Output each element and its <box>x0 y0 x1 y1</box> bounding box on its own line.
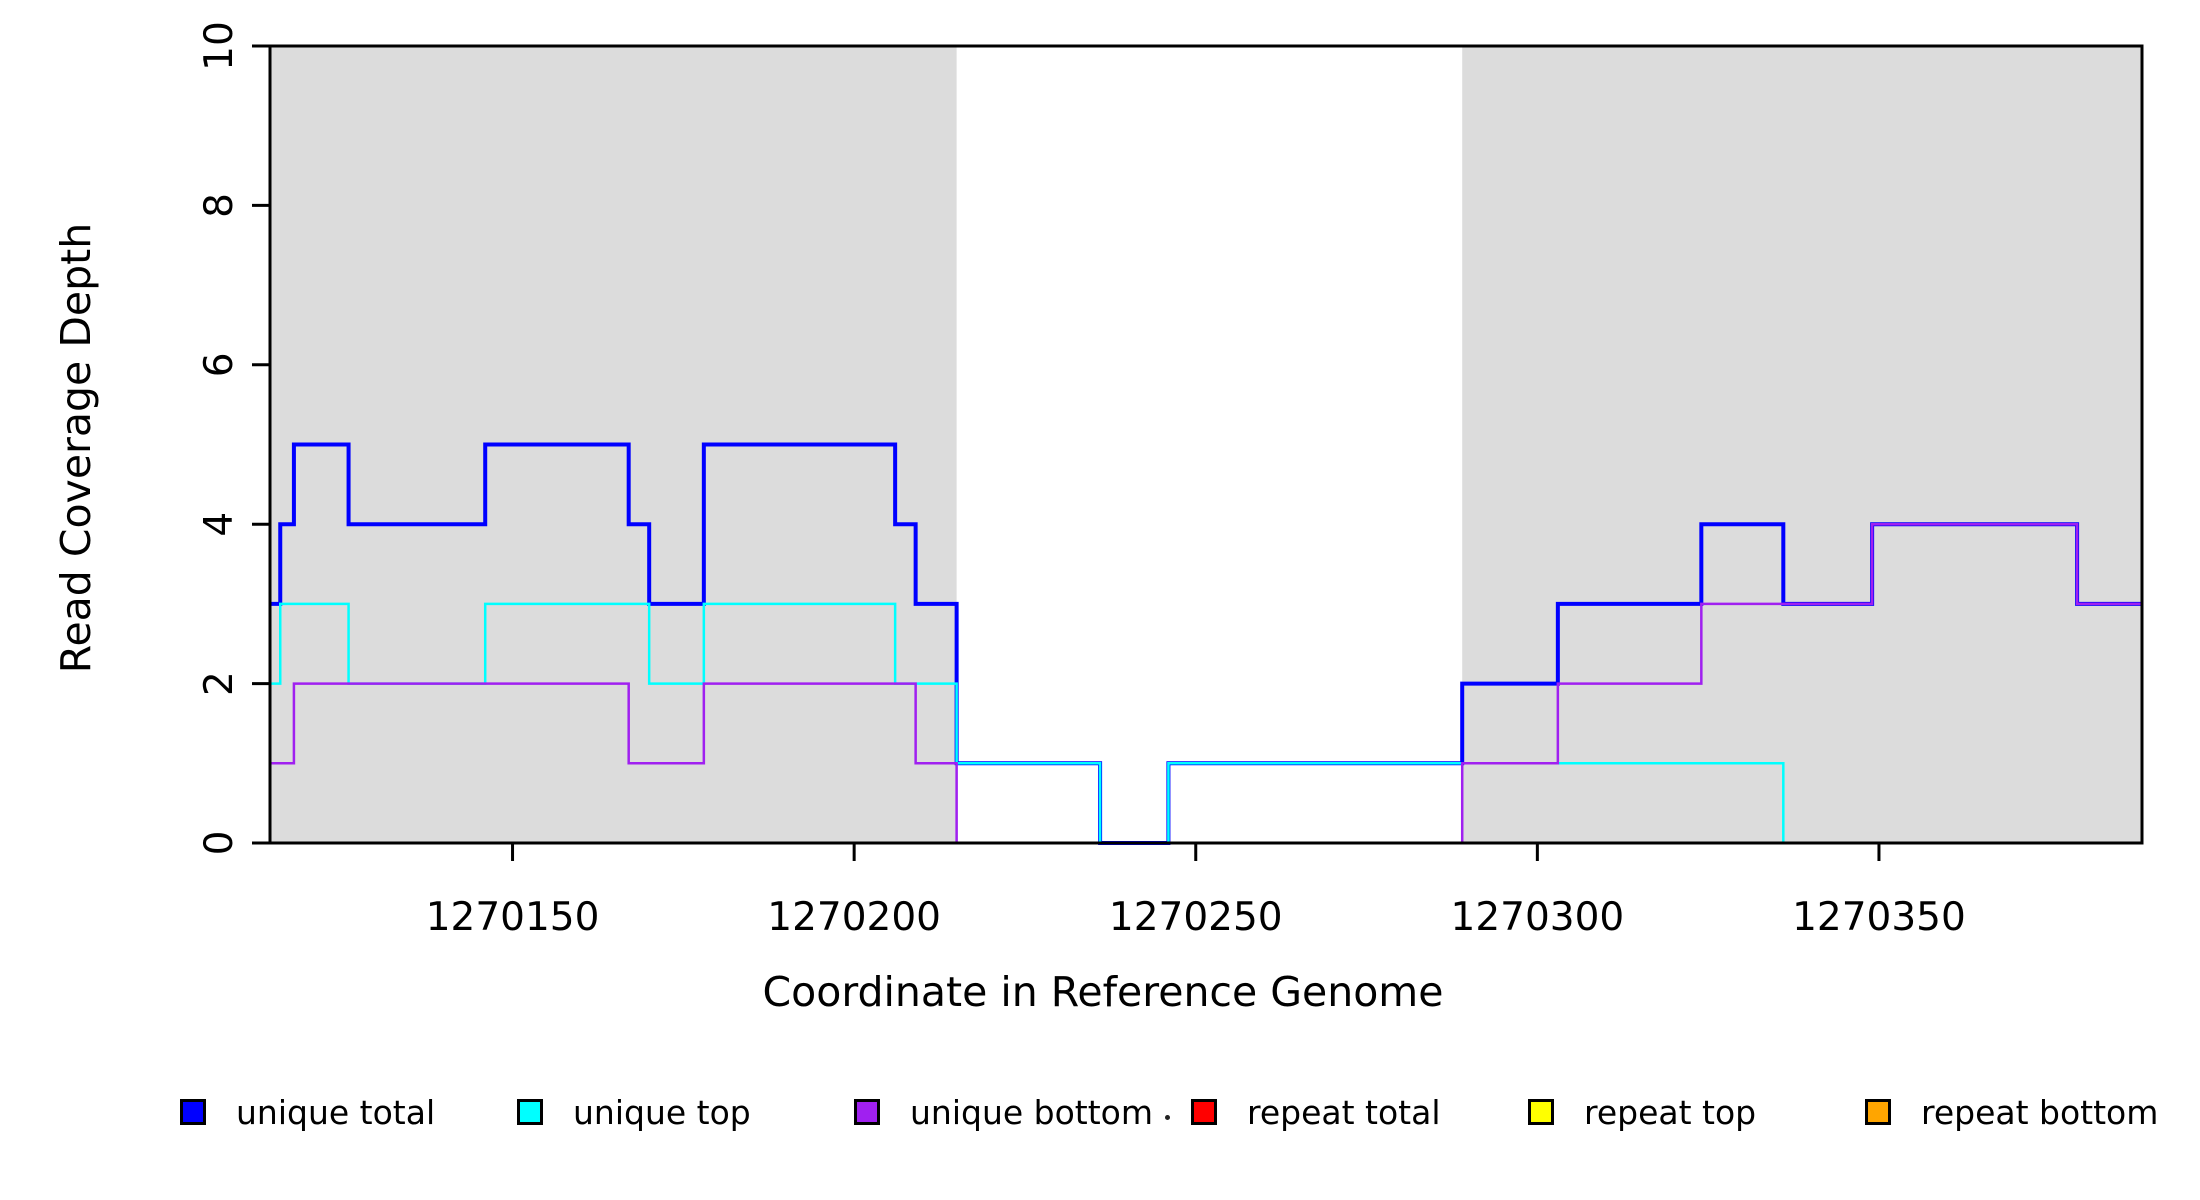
legend-label: unique bottom <box>910 1092 1154 1132</box>
legend-swatch-unique-bottom <box>854 1099 880 1125</box>
x-tick-label: 1270300 <box>1451 895 1625 940</box>
y-tick-label: 6 <box>197 352 242 377</box>
x-tick-label: 1270250 <box>1109 895 1283 940</box>
x-tick-label: 1270350 <box>1792 895 1966 940</box>
series-unique-total <box>270 442 2142 845</box>
legend-label: unique top <box>573 1092 751 1132</box>
y-tick-label: 4 <box>197 512 242 537</box>
legend-swatch-unique-total <box>180 1099 206 1125</box>
legend-item-repeat-top: repeat top <box>1528 1088 1756 1136</box>
y-tick-label: 0 <box>197 831 242 856</box>
legend-label: repeat top <box>1584 1092 1757 1132</box>
y-tick-label: 2 <box>197 671 242 696</box>
y-axis-title: Read Coverage Depth <box>52 222 100 674</box>
shaded-region-right <box>1462 46 2142 843</box>
y-tick-label: 8 <box>197 193 242 218</box>
legend: unique total unique top unique bottom repea… <box>0 1088 2200 1148</box>
legend-label: repeat bottom <box>1921 1092 2159 1132</box>
plot-box <box>268 44 2144 845</box>
legend-item-repeat-bottom: repeat bottom <box>1865 1088 2158 1136</box>
x-tick-label: 1270150 <box>426 895 600 940</box>
series-unique-top <box>270 602 2142 845</box>
y-tick-label: 10 <box>197 21 242 71</box>
stray-dot <box>1165 1115 1170 1120</box>
legend-item-unique-top: unique top <box>517 1088 751 1136</box>
legend-swatch-unique-top <box>517 1099 543 1125</box>
x-tick-label: 1270200 <box>767 895 941 940</box>
legend-label: unique total <box>236 1092 436 1132</box>
legend-item-unique-total: unique total <box>180 1088 435 1136</box>
legend-item-repeat-total: repeat total <box>1191 1088 1441 1136</box>
legend-swatch-repeat-total <box>1191 1099 1217 1125</box>
legend-item-unique-bottom: unique bottom <box>854 1088 1153 1136</box>
x-axis-title: Coordinate in Reference Genome <box>762 968 1444 1016</box>
legend-swatch-repeat-bottom <box>1865 1099 1891 1125</box>
legend-swatch-repeat-top <box>1528 1099 1554 1125</box>
legend-label: repeat total <box>1247 1092 1441 1132</box>
